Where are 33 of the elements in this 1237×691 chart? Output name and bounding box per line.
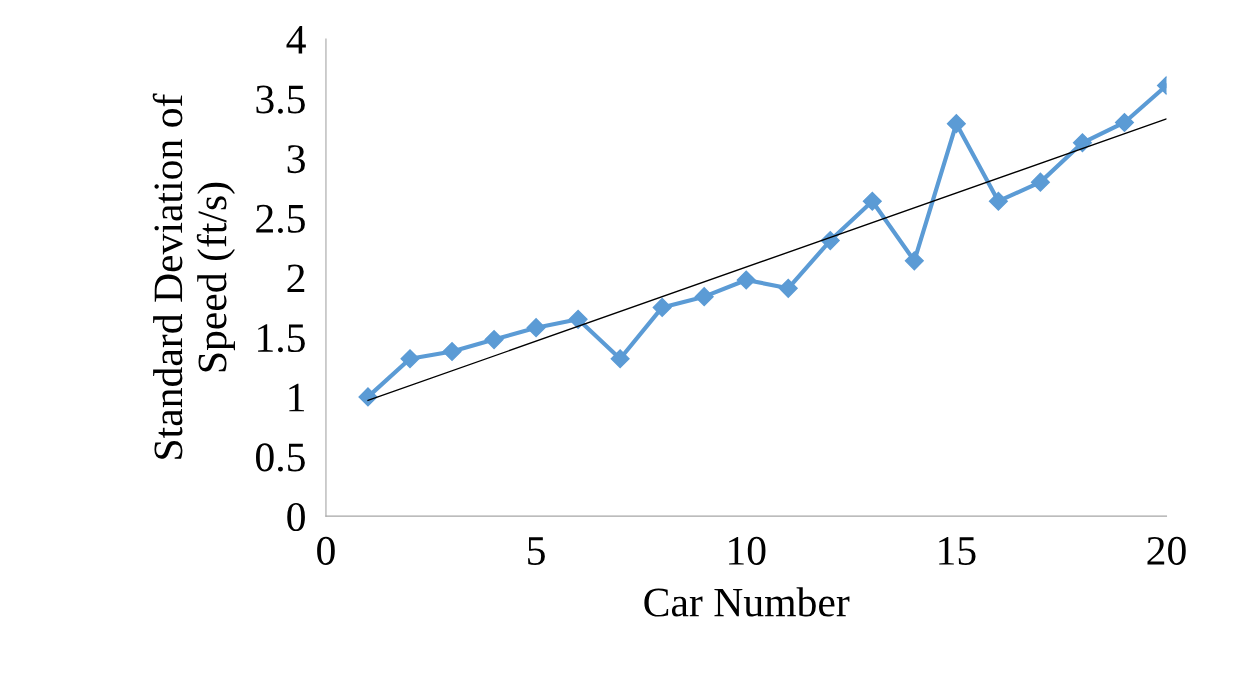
point [1072, 133, 1092, 153]
point [862, 191, 882, 211]
y-tick-label: 3 [287, 145, 305, 174]
point [610, 349, 630, 369]
point [946, 114, 966, 134]
point [568, 309, 588, 329]
x-tick-label: 15 [939, 537, 976, 565]
point [442, 342, 462, 362]
y-tick-label: 2.5 [256, 204, 305, 233]
y-tick-label: 1 [289, 383, 305, 412]
y-tick-label: 2 [287, 264, 305, 293]
x-tick-label: 10 [729, 536, 766, 565]
y-axis-title: Standard Deviation of Speed (ft/s) [152, 93, 235, 459]
x-tick-label: 20 [1147, 536, 1186, 565]
y-tick-label: 0 [287, 502, 305, 532]
point [652, 297, 672, 317]
x-tick-label: 0 [317, 536, 335, 565]
point [484, 330, 504, 350]
y-tick-label: 1.5 [258, 324, 305, 353]
x-tick-label: 5 [528, 537, 545, 565]
point [526, 318, 546, 338]
y-tick-label: 0.5 [256, 443, 305, 472]
point [1114, 112, 1134, 133]
point [778, 278, 798, 298]
point [400, 349, 420, 369]
point [1030, 172, 1050, 192]
x-axis-title: Car Number [644, 587, 850, 617]
point [904, 251, 924, 271]
y-tick-label: 3.5 [256, 85, 305, 114]
point [694, 287, 714, 307]
point [988, 191, 1008, 211]
y-tick-label: 4 [286, 26, 306, 54]
point [736, 270, 756, 290]
